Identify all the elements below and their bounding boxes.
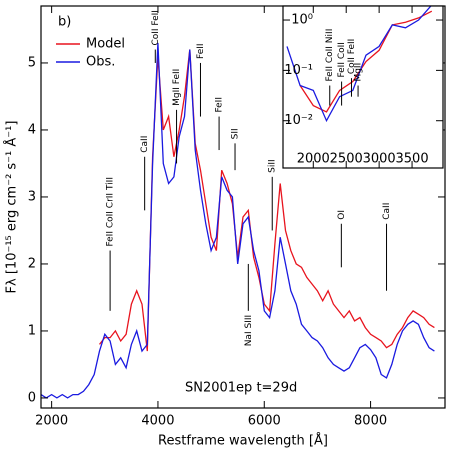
x-tick-label: 8000 xyxy=(354,414,387,429)
x-tick-label: 2000 xyxy=(297,152,330,167)
legend-label: Model xyxy=(86,37,125,52)
y-tick-label: 3 xyxy=(28,189,36,204)
line-id-label: FeII CoII xyxy=(337,42,347,78)
x-tick-label: 4000 xyxy=(141,414,174,429)
annotation: SN2001ep t=29d xyxy=(185,381,297,396)
line-id-label: CaII xyxy=(140,136,150,153)
panel-label: b) xyxy=(58,15,71,30)
line-id-label: MgII FeII xyxy=(172,69,182,106)
line-id-label: FeII CoII CrII TiII xyxy=(106,177,116,247)
line-id-label: SII xyxy=(231,128,241,139)
y-tick-label: 10⁰ xyxy=(291,13,313,28)
line-id-label: CoII FeII xyxy=(347,39,357,75)
line-id-label: NaI SIII xyxy=(244,315,254,346)
line-id-label: FeII CoII NiII xyxy=(325,29,335,82)
x-tick-label: 2500 xyxy=(330,152,363,167)
line-id-label: CoII FeII xyxy=(151,10,161,46)
y-tick-label: 10⁻¹ xyxy=(284,63,313,78)
y-tick-label: 10⁻² xyxy=(284,113,313,128)
x-axis-label: Restframe wavelength [Å] xyxy=(158,433,328,449)
plot-area xyxy=(41,42,435,399)
line-id-label: FeII xyxy=(215,97,225,113)
x-tick-label: 6000 xyxy=(248,414,281,429)
plot-area xyxy=(286,6,433,123)
y-tick-label: 4 xyxy=(28,122,36,137)
legend-label: Obs. xyxy=(86,55,115,70)
y-tick-label: 2 xyxy=(28,256,36,271)
inset-background xyxy=(283,6,443,168)
plot-frame xyxy=(282,5,444,169)
line-id-label: SiII xyxy=(268,159,278,173)
spectrum-line xyxy=(286,6,432,123)
spectrum-line xyxy=(41,42,435,399)
plot-frame xyxy=(40,5,446,409)
y-tick-label: 5 xyxy=(28,55,36,70)
line-id-label: MgII xyxy=(354,63,364,82)
x-tick-label: 3500 xyxy=(396,152,429,167)
y-axis-label: Fλ [10⁻¹⁵ erg cm⁻² s⁻¹ Å⁻¹] xyxy=(4,121,20,294)
line-id-label: FeII xyxy=(196,43,206,59)
line-id-label: CaII xyxy=(382,203,392,220)
x-tick-label: 2000 xyxy=(35,414,68,429)
y-tick-label: 0 xyxy=(28,390,36,405)
y-tick-label: 1 xyxy=(28,323,36,338)
x-tick-label: 3000 xyxy=(363,152,396,167)
line-id-label: OI xyxy=(337,210,347,220)
